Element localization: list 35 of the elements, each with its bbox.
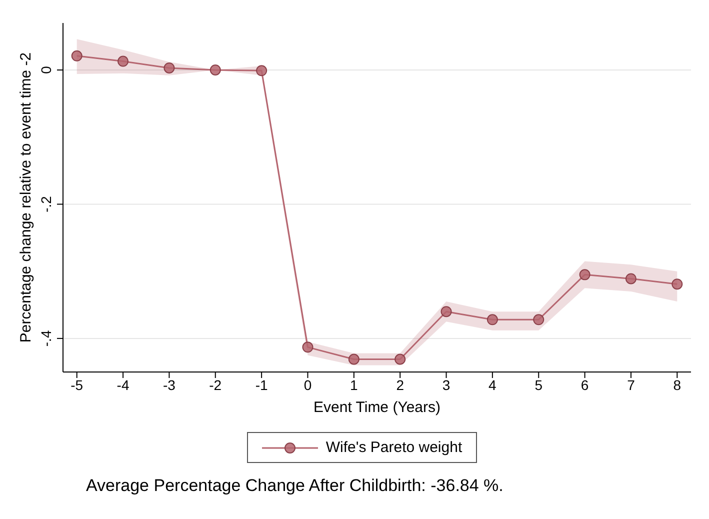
y-tick-label: -.2: [38, 196, 54, 212]
y-tick-label: 0: [38, 66, 54, 74]
point: [164, 62, 175, 74]
text: Average Percentage Change After Childbirth: -36.84 %.: [86, 476, 504, 496]
point: [302, 342, 314, 353]
x-tick-label: 7: [627, 376, 636, 393]
point: [394, 354, 406, 365]
point: [486, 314, 498, 326]
y-axis-title: Percentage change relative to event time -2: [17, 52, 34, 343]
point: [348, 354, 360, 365]
x-tick-label: 4: [488, 376, 497, 393]
x-tick-label: -2: [209, 376, 222, 393]
x-tick-label: 5: [534, 376, 543, 393]
point: [533, 314, 544, 326]
x-tick-label: -5: [70, 376, 84, 393]
point: [210, 64, 221, 76]
legend-label: Wife's Pareto weight: [324, 439, 462, 456]
point: [256, 65, 268, 76]
x-tick-label: 3: [442, 376, 450, 393]
x-tick-label: -4: [116, 376, 130, 393]
x-tick-label: 0: [304, 376, 312, 393]
point: [672, 278, 683, 290]
x-axis-title: Event Time (Years): [314, 399, 440, 416]
point: [71, 50, 82, 62]
point: [579, 269, 590, 280]
x-tick-label: 8: [673, 376, 682, 393]
x-tick-label: -1: [255, 376, 268, 393]
x-tick-label: 2: [396, 376, 404, 393]
y-tick-label: -.4: [38, 330, 54, 347]
x-tick-label: 6: [580, 376, 589, 393]
point: [118, 56, 129, 67]
point: [440, 306, 452, 318]
x-tick-label: -3: [162, 376, 176, 393]
x-tick-label: 1: [350, 376, 358, 393]
point: [625, 273, 636, 284]
